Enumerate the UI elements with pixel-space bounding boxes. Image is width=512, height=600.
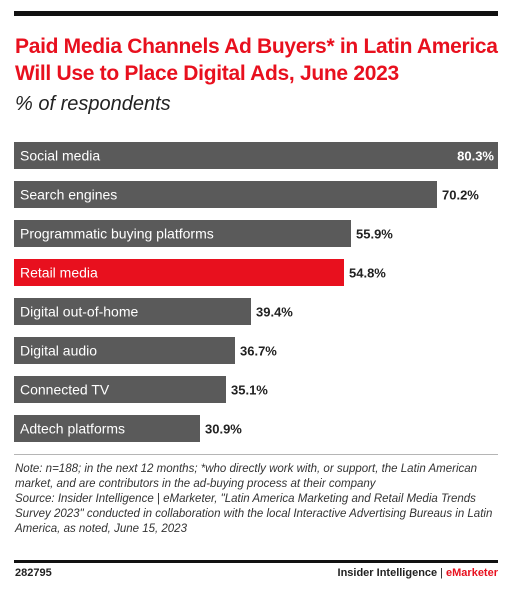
bar-digital-audio — [14, 337, 235, 364]
category-label-digital-out-of-home: Digital out-of-home — [20, 304, 138, 320]
value-label-social-media: 80.3% — [457, 149, 494, 164]
bar-programmatic-buying-platforms — [14, 220, 351, 247]
bar-chart: Social media 80.3% Search engines 70.2% Prog… — [14, 133, 498, 453]
category-label-search-engines: Search engines — [20, 187, 117, 203]
brand-separator: | — [440, 567, 444, 579]
source-text: Source: Insider Intelligence | eMarketer… — [15, 493, 493, 535]
brand-insider-intelligence: Insider Intelligence — [337, 567, 438, 579]
category-label-retail-media: Retail media — [20, 265, 98, 281]
chart-subtitle: % of respondents — [15, 93, 171, 115]
brand-emarketer: eMarketer — [446, 567, 498, 579]
value-label-retail-media: 54.8% — [349, 266, 386, 281]
value-label-search-engines: 70.2% — [442, 188, 479, 203]
bar-search-engines — [14, 181, 437, 208]
note-text: Note: n=188; in the next 12 months; *who… — [15, 463, 478, 490]
bar-digital-out-of-home — [14, 298, 251, 325]
chart-id: 282795 — [15, 567, 52, 579]
bar-retail-media — [14, 259, 344, 286]
category-label-adtech-platforms: Adtech platforms — [20, 421, 125, 437]
bottom-rule — [14, 560, 498, 563]
value-label-programmatic-buying-platforms: 55.9% — [356, 227, 393, 242]
bar-connected-tv — [14, 376, 226, 403]
chart-divider — [14, 454, 498, 455]
value-label-connected-tv: 35.1% — [231, 383, 268, 398]
category-label-connected-tv: Connected TV — [20, 382, 110, 398]
brand-credit: Insider Intelligence | eMarketer — [338, 567, 498, 579]
value-label-adtech-platforms: 30.9% — [205, 422, 242, 437]
bar-social-media — [14, 142, 498, 169]
category-label-digital-audio: Digital audio — [20, 343, 97, 359]
chart-title: Paid Media Channels Ad Buyers* in Latin … — [15, 35, 498, 85]
bar-chart-svg: Social media 80.3% Search engines 70.2% Prog… — [14, 142, 498, 442]
value-label-digital-out-of-home: 39.4% — [256, 305, 293, 320]
category-label-social-media: Social media — [20, 148, 100, 164]
top-rule — [14, 11, 498, 16]
chart-notes: Note: n=188; in the next 12 months; *who… — [15, 462, 499, 537]
bar-adtech-platforms — [14, 415, 200, 442]
value-label-digital-audio: 36.7% — [240, 344, 277, 359]
category-label-programmatic-buying-platforms: Programmatic buying platforms — [20, 226, 214, 242]
